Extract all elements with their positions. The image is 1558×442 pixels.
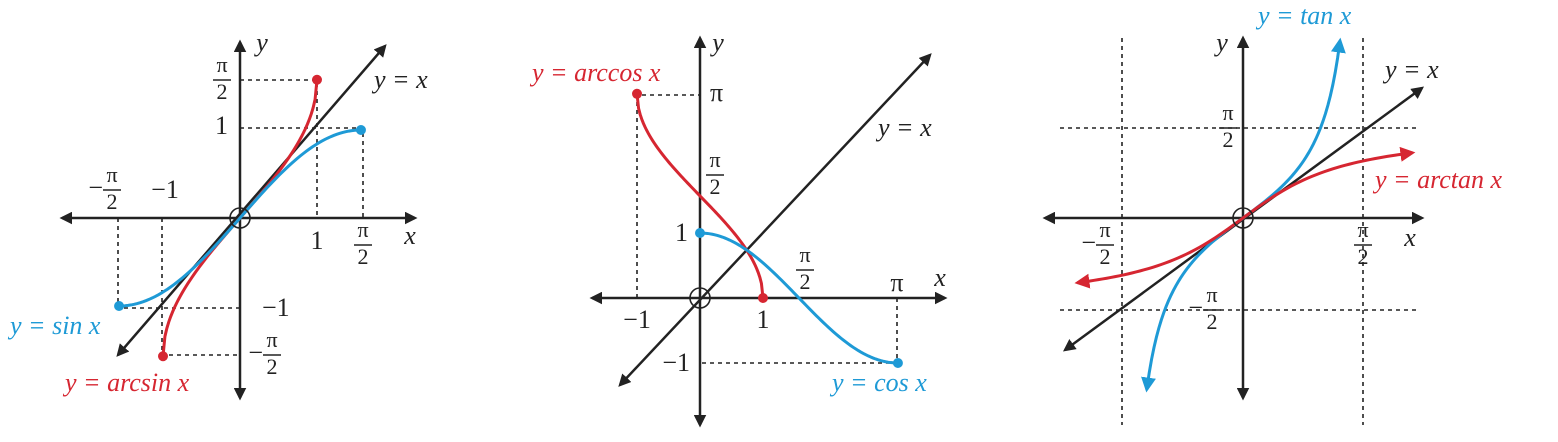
fraction-label: π2 <box>706 147 724 199</box>
label: 1 <box>311 226 324 255</box>
fraction-label: − π2 <box>1188 282 1221 334</box>
fraction-label: π2 <box>213 52 231 104</box>
endpoint <box>632 88 642 99</box>
fraction-numerator: π <box>1357 217 1368 242</box>
fraction-numerator: π <box>1206 282 1217 307</box>
label: x <box>403 221 416 250</box>
label: 1 <box>757 305 770 334</box>
label: −1 <box>662 348 690 377</box>
label: y = arctan x <box>1372 165 1503 194</box>
label: y = x <box>371 65 428 94</box>
fraction-label: π2 <box>1219 100 1237 152</box>
cos-curve <box>699 231 898 365</box>
fraction-sign: − <box>248 338 263 367</box>
fraction-numerator: π <box>1222 100 1233 125</box>
label: y = x <box>875 113 932 142</box>
arctan-curve <box>1074 146 1416 289</box>
endpoint <box>695 228 705 238</box>
fraction-sign: − <box>1188 293 1203 322</box>
label: y <box>1213 28 1228 57</box>
fraction-label: π2 <box>796 242 814 294</box>
fraction-label: − π2 <box>248 327 281 379</box>
identity-line <box>116 44 387 357</box>
endpoint <box>114 301 125 311</box>
label: x <box>1403 223 1416 252</box>
origin <box>689 287 711 309</box>
label: 1 <box>215 111 228 140</box>
fraction-numerator: π <box>216 52 227 77</box>
fraction-denominator: 2 <box>217 79 228 104</box>
fraction-label: π2 <box>354 217 372 269</box>
fraction-numerator: π <box>1099 217 1110 242</box>
endpoint <box>758 293 768 303</box>
label: −1 <box>262 293 290 322</box>
label: y = arccos x <box>529 58 661 87</box>
label: y = arcsin x <box>62 368 190 397</box>
fraction-numerator: π <box>357 217 368 242</box>
fraction-denominator: 2 <box>267 354 278 379</box>
label: −1 <box>623 305 651 334</box>
fraction-denominator: 2 <box>1223 127 1234 152</box>
fraction-sign: − <box>1081 228 1096 257</box>
origin <box>1232 207 1254 229</box>
fraction-denominator: 2 <box>358 244 369 269</box>
arccos-curve <box>635 93 765 299</box>
label: y = x <box>1382 55 1439 84</box>
fraction-numerator: π <box>709 147 720 172</box>
fraction-denominator: 2 <box>1100 244 1111 269</box>
fraction-denominator: 2 <box>1358 244 1369 269</box>
label: 1 <box>675 218 688 247</box>
endpoint <box>312 74 322 85</box>
label: −1 <box>151 175 179 204</box>
fraction-label: − π2 <box>88 162 121 214</box>
endpoint <box>355 125 366 135</box>
fraction-sign: − <box>88 173 103 202</box>
label: y = sin x <box>7 311 101 340</box>
identity-line <box>618 53 932 387</box>
label: y <box>253 28 268 57</box>
fraction-numerator: π <box>106 162 117 187</box>
fraction-label: − π2 <box>1081 217 1114 269</box>
fraction-numerator: π <box>799 242 810 267</box>
fraction-denominator: 2 <box>107 189 118 214</box>
label: y <box>709 28 724 57</box>
label: y = cos x <box>829 368 927 397</box>
fraction-denominator: 2 <box>1207 309 1218 334</box>
endpoint <box>892 358 903 368</box>
label: x <box>933 263 946 292</box>
fraction-label: π2 <box>1354 217 1372 269</box>
label: π <box>710 78 723 107</box>
fraction-denominator: 2 <box>800 269 811 294</box>
fraction-numerator: π <box>266 327 277 352</box>
fraction-denominator: 2 <box>710 174 721 199</box>
sin-curve <box>119 128 361 308</box>
label: π <box>890 268 903 297</box>
label: y = tan x <box>1255 1 1352 30</box>
endpoint <box>158 351 168 362</box>
origin <box>229 207 251 229</box>
